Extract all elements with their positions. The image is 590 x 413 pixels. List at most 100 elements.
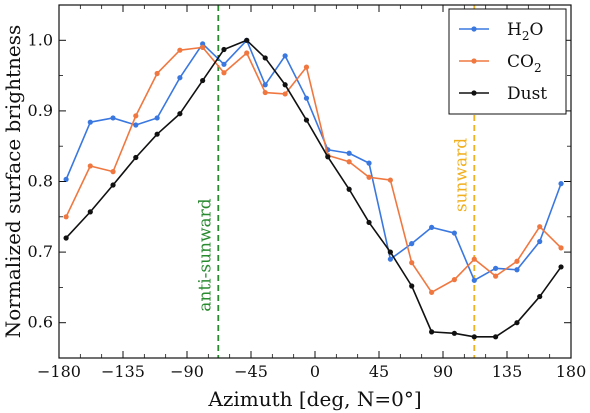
data-point-dust: [303, 117, 310, 123]
y-tick-label: 0.9: [28, 101, 53, 120]
legend-label-dust: Dust: [507, 84, 547, 104]
y-tick-label: 1.0: [28, 30, 53, 49]
data-point-co2: [282, 91, 288, 97]
x-tick-label: −180: [37, 362, 81, 381]
data-point-h2o: [177, 75, 183, 81]
data-point-dust: [429, 329, 435, 335]
data-point-dust: [282, 82, 288, 88]
data-point-dust: [387, 249, 393, 255]
data-point-h2o: [346, 150, 352, 156]
data-point-co2: [409, 260, 415, 266]
data-point-dust: [177, 111, 183, 117]
data-point-dust: [346, 186, 352, 192]
data-point-co2: [63, 214, 69, 220]
data-point-dust: [493, 334, 499, 340]
data-point-dust: [221, 46, 227, 53]
data-point-co2: [558, 245, 564, 251]
x-tick-label: 45: [369, 362, 389, 381]
data-point-co2: [177, 47, 183, 53]
x-tick-label: −45: [234, 362, 268, 381]
data-point-h2o: [303, 95, 310, 101]
x-tick-label: 135: [492, 362, 523, 381]
data-point-dust: [110, 182, 116, 188]
data-point-h2o: [387, 256, 393, 262]
x-tick-label: 0: [310, 362, 320, 381]
x-tick-label: −90: [170, 362, 204, 381]
x-tick-label: 180: [556, 362, 587, 381]
data-point-h2o: [514, 267, 520, 273]
legend-label-main: CO: [507, 52, 534, 72]
data-point-co2: [154, 70, 160, 77]
data-point-h2o: [221, 61, 227, 67]
legend-label-subscript: 2: [534, 61, 542, 75]
data-point-dust: [63, 235, 69, 241]
data-point-co2: [451, 277, 457, 283]
data-point-co2: [537, 224, 543, 230]
annotation-label-anti-sunward: anti-sunward: [195, 198, 215, 312]
y-tick-label: 0.8: [28, 172, 53, 191]
legend-label-subscript: 2: [522, 29, 530, 43]
data-point-dust: [409, 283, 415, 289]
series-line-dust: [65, 39, 562, 338]
data-point-co2: [493, 273, 499, 279]
data-point-dust: [244, 37, 250, 43]
data-point-co2: [221, 70, 227, 76]
data-point-h2o: [429, 224, 435, 230]
data-point-dust: [471, 334, 477, 340]
data-point-dust: [200, 77, 206, 84]
data-point-h2o: [154, 115, 160, 121]
y-tick-label: 0.6: [28, 313, 53, 332]
data-point-h2o: [366, 160, 372, 166]
legend-label-tail: O: [529, 20, 543, 40]
data-point-h2o: [63, 176, 69, 182]
data-point-h2o: [471, 277, 477, 283]
data-point-co2: [346, 159, 352, 165]
legend-marker-h2o: [471, 26, 477, 32]
data-point-co2: [133, 113, 139, 119]
data-point-co2: [244, 50, 250, 56]
data-point-co2: [514, 258, 520, 264]
data-point-dust: [366, 219, 372, 226]
data-point-dust: [325, 154, 331, 160]
data-point-h2o: [87, 119, 93, 125]
x-tick-label: −135: [101, 362, 145, 381]
data-point-co2: [303, 64, 310, 70]
data-point-co2: [200, 44, 206, 50]
data-point-h2o: [409, 241, 415, 247]
data-point-h2o: [110, 115, 116, 121]
data-point-co2: [87, 163, 93, 169]
data-point-h2o: [262, 82, 268, 88]
data-point-h2o: [133, 122, 139, 128]
series-line-h2o: [65, 39, 562, 282]
legend-label-main: H: [507, 20, 522, 40]
y-tick-label: 0.7: [28, 242, 53, 261]
data-point-h2o: [558, 181, 564, 187]
data-point-dust: [133, 154, 139, 161]
data-point-h2o: [493, 265, 499, 271]
data-point-co2: [110, 169, 116, 175]
y-axis-label: Normalized surface brightness: [1, 25, 25, 338]
data-point-dust: [154, 131, 160, 137]
legend-label-h2o: H2O: [507, 20, 543, 43]
data-point-dust: [514, 320, 520, 326]
data-point-co2: [387, 177, 393, 183]
annotation-label-sunward: sunward: [451, 138, 471, 212]
data-point-dust: [537, 293, 543, 300]
legend-marker-co2: [471, 58, 477, 64]
data-point-co2: [262, 89, 268, 96]
x-tick-label: 90: [433, 362, 453, 381]
data-point-co2: [471, 256, 477, 262]
data-point-dust: [558, 264, 564, 270]
data-point-dust: [451, 330, 457, 336]
data-point-h2o: [282, 53, 288, 59]
legend-label-main: Dust: [507, 84, 547, 104]
data-point-co2: [429, 289, 435, 295]
data-point-h2o: [537, 238, 543, 245]
data-layer: [63, 37, 564, 340]
legend-marker-dust: [471, 90, 477, 96]
data-point-h2o: [451, 230, 457, 236]
data-point-dust: [87, 209, 93, 215]
data-point-dust: [262, 55, 268, 61]
